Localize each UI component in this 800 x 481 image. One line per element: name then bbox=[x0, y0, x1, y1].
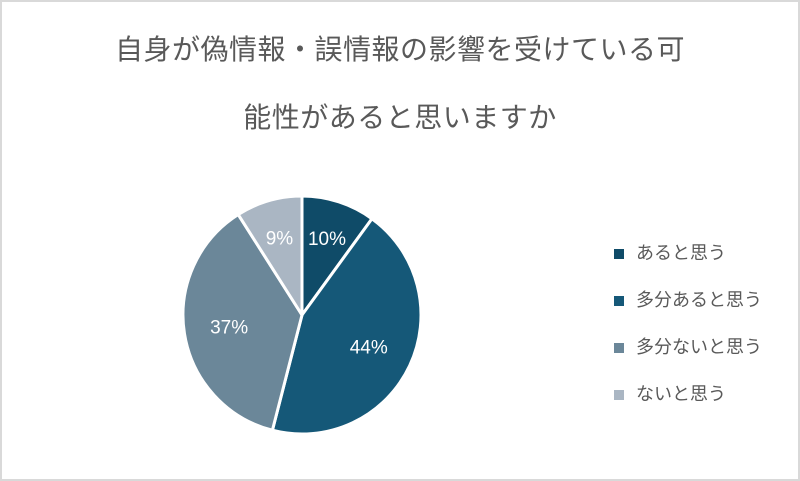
legend-item-tabun-aru: 多分あると思う bbox=[614, 275, 762, 322]
legend-swatch-icon bbox=[614, 295, 624, 306]
legend-item-aru: あると思う bbox=[614, 228, 762, 275]
slice-percent-label: 44% bbox=[350, 337, 388, 358]
slice-percent-label: 9% bbox=[266, 228, 294, 249]
legend-item-tabun-nai: 多分ないと思う bbox=[614, 322, 762, 369]
legend: あると思う 多分あると思う 多分ないと思う ないと思う bbox=[614, 228, 762, 416]
chart-title-line-1: 自身が偽情報・誤情報の影響を受けている可 bbox=[114, 33, 685, 66]
slice-percent-label: 10% bbox=[308, 229, 346, 250]
legend-swatch-icon bbox=[614, 389, 624, 400]
slice-tabun-aru bbox=[270, 217, 423, 436]
slice-nai bbox=[236, 194, 304, 317]
slice-percent-label: 37% bbox=[210, 318, 248, 339]
legend-swatch-icon bbox=[614, 248, 624, 259]
legend-item-nai: ないと思う bbox=[614, 369, 762, 416]
chart-title-line-2: 能性があると思いますか bbox=[243, 101, 557, 134]
legend-swatch-icon bbox=[614, 342, 624, 353]
